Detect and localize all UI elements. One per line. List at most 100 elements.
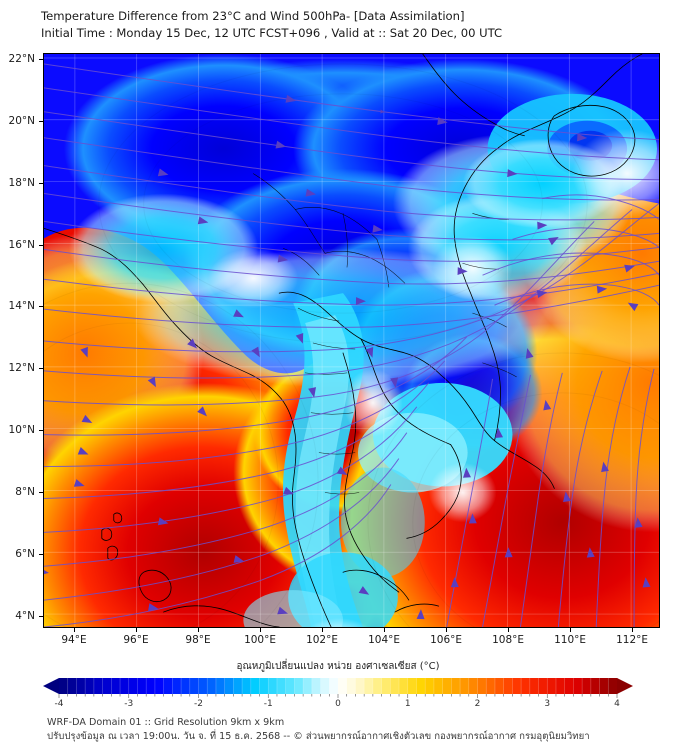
x-tick-label: 102°E: [306, 634, 338, 646]
colorbar-cell: [512, 678, 522, 694]
colorbar-cell: [76, 678, 86, 694]
colorbar-cell: [85, 678, 95, 694]
colorbar-cell: [529, 678, 539, 694]
x-tick-mark: [508, 628, 510, 632]
footer-model-line: WRF-DA Domain 01 :: Grid Resolution 9km …: [47, 717, 285, 728]
colorbar-cell: [399, 678, 409, 694]
colorbar-cell: [285, 678, 295, 694]
x-tick-label: 104°E: [368, 634, 401, 646]
coastlines-and-borders: [44, 54, 643, 627]
colorbar-cell: [120, 678, 130, 694]
colorbar-cell: [163, 678, 173, 694]
colorbar-cell: [451, 678, 461, 694]
x-tick-label: 100°E: [244, 634, 276, 646]
colorbar-cell: [250, 678, 260, 694]
colorbar-cell: [181, 678, 191, 694]
y-tick-mark: [39, 306, 43, 308]
colorbar-tick-label: -3: [124, 699, 134, 709]
colorbar-tick-label: 0: [335, 699, 341, 709]
colorbar-cell: [93, 678, 103, 694]
colorbar-cell: [547, 678, 557, 694]
colorbar-tick-label: 1: [404, 699, 411, 709]
colorbar-cell: [477, 678, 487, 694]
colorbar-cell: [172, 678, 182, 694]
colorbar-cell: [189, 678, 199, 694]
x-tick-mark: [322, 628, 324, 632]
colorbar-cell: [59, 678, 69, 694]
colorbar-cell: [503, 678, 513, 694]
wind-direction-arrows: [44, 94, 651, 620]
y-tick-label: 16°N: [8, 238, 35, 251]
footer-credit-line: ปรับปรุงข้อมูล ณ เวลา 19:00น. วัน จ. ที่…: [47, 731, 590, 742]
chart-title-line-1: Temperature Difference from 23°C and Win…: [41, 9, 465, 23]
y-tick-label: 12°N: [8, 362, 35, 375]
x-tick-label: 94°E: [61, 634, 87, 646]
colorbar-cell: [521, 678, 531, 694]
x-tick-label: 110°E: [554, 634, 587, 646]
colorbar-cell: [233, 678, 243, 694]
y-tick-mark: [39, 368, 43, 370]
colorbar-cell: [442, 678, 452, 694]
colorbar-cell: [372, 678, 382, 694]
colorbar-tick-label: 3: [544, 699, 551, 709]
colorbar-cell: [154, 678, 165, 694]
colorbar-cell: [355, 678, 365, 694]
colorbar-cell: [538, 678, 548, 694]
chart-title-line-2: Initial Time : Monday 15 Dec, 12 UTC FCS…: [41, 26, 503, 40]
colorbar-cell: [468, 678, 478, 694]
colorbar-cell: [276, 678, 287, 694]
colorbar-tick-label: -1: [263, 699, 273, 709]
y-tick-label: 20°N: [8, 115, 35, 127]
colorbar-cell: [224, 678, 234, 694]
y-tick-label: 22°N: [8, 53, 35, 66]
colorbar-gradient: [43, 678, 633, 698]
colorbar-cell: [582, 678, 592, 694]
colorbar: -4 -3 -2 -1 0 1 2 3 4: [43, 675, 633, 709]
colorbar-cell: [390, 678, 400, 694]
colorbar-cell: [198, 678, 208, 694]
colorbar-cell: [573, 678, 583, 694]
x-tick-label: 96°E: [123, 634, 149, 646]
y-tick-mark: [39, 121, 43, 122]
colorbar-cell: [215, 678, 226, 694]
colorbar-cell: [425, 678, 435, 694]
colorbar-cell: [460, 678, 470, 694]
x-tick-label: 98°E: [185, 634, 211, 646]
colorbar-cell: [137, 678, 147, 694]
footer-block: WRF-DA Domain 01 :: Grid Resolution 9km …: [47, 716, 667, 744]
colorbar-cell: [381, 678, 391, 694]
title-block: Temperature Difference from 23°C and Win…: [41, 8, 641, 42]
colorbar-cell: [128, 678, 138, 694]
colorbar-cell: [294, 678, 304, 694]
colorbar-cell: [111, 678, 121, 694]
colorbar-cell: [242, 678, 252, 694]
y-tick-label: 14°N: [8, 300, 35, 313]
colorbar-tick-label: 4: [614, 699, 620, 709]
y-tick-mark: [39, 182, 43, 184]
colorbar-cell: [311, 678, 321, 694]
colorbar-cell: [67, 678, 77, 694]
colorbar-cell: [590, 678, 600, 694]
y-tick-label: 8°N: [15, 485, 35, 498]
colorbar-cell: [608, 678, 618, 694]
y-tick-mark: [39, 491, 43, 493]
map-canvas: [44, 54, 659, 627]
colorbar-cell: [320, 678, 330, 694]
x-tick-mark: [74, 628, 75, 632]
colorbar-cell: [486, 678, 496, 694]
colorbar-cell: [329, 678, 339, 694]
x-tick-label: 112°E: [616, 634, 649, 646]
y-tick-mark: [39, 553, 43, 555]
colorbar-cell: [268, 678, 278, 694]
x-tick-mark: [260, 628, 262, 632]
colorbar-cell: [555, 678, 566, 694]
colorbar-cell: [364, 678, 374, 694]
y-tick-label: 6°N: [15, 547, 35, 560]
y-tick-mark: [39, 244, 43, 246]
y-tick-mark: [39, 615, 43, 617]
y-tick-label: 10°N: [8, 424, 35, 437]
colorbar-cell: [346, 678, 356, 694]
x-tick-label: 108°E: [492, 634, 525, 646]
colorbar-cell: [102, 678, 112, 694]
x-tick-mark: [570, 628, 572, 632]
